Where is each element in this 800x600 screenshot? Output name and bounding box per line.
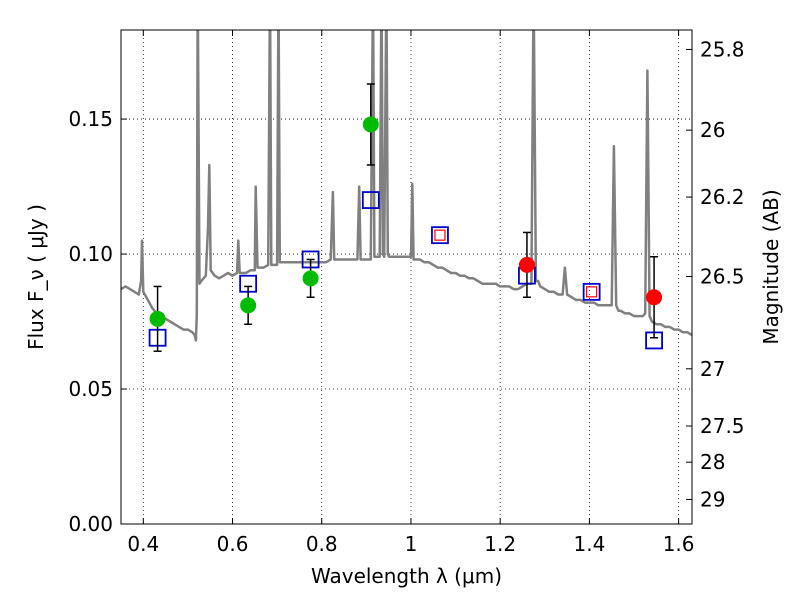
model-point-square (431, 226, 449, 245)
right-tick-label: 26.5 (700, 264, 745, 288)
photometry-markers (148, 83, 663, 352)
data-point-circle (646, 289, 663, 306)
data-point-circle (518, 256, 535, 273)
x-tick-label: 1.2 (484, 532, 516, 556)
right-tick-label: 25.8 (700, 37, 745, 61)
y-tick-label: 0.00 (68, 512, 113, 536)
axis-ticks: 0.4 0.6 0.8 1 1.2 1.4 1.6 0.00 0.05 0.10 0.15 25.8 2… (68, 30, 745, 556)
data-point-circle (240, 297, 257, 314)
data-point-circle (302, 270, 319, 287)
right-tick-label: 26.2 (700, 185, 745, 209)
model-point-square (582, 282, 601, 301)
model-point-square (361, 191, 380, 209)
y-tick-label: 0.15 (68, 107, 113, 131)
model-point-inner-square (434, 229, 446, 241)
model-point-inner-square (586, 286, 598, 298)
right-tick-label: 29 (700, 487, 725, 511)
x-axis-title: Wavelength λ (μm) (311, 564, 502, 588)
right-axis-title: Magnitude (AB) (759, 189, 783, 344)
data-point-circle (362, 116, 379, 133)
y-tick-label: 0.10 (68, 242, 113, 266)
y-axis-title: Flux F_ν ( μJy ) (24, 204, 48, 350)
data-point-circle (149, 310, 166, 327)
spectrum-line (121, 30, 692, 342)
grid-lines (121, 30, 692, 525)
plot-frame (120, 29, 693, 525)
x-tick-label: 0.8 (306, 532, 338, 556)
right-tick-label: 28 (700, 450, 725, 474)
right-tick-label: 27.5 (700, 414, 745, 438)
y-tick-label: 0.05 (68, 377, 113, 401)
right-tick-label: 27 (700, 357, 725, 381)
x-tick-label: 1.6 (663, 532, 695, 556)
x-tick-label: 0.6 (217, 532, 249, 556)
model-spectrum (121, 30, 692, 342)
x-tick-label: 0.4 (127, 532, 159, 556)
right-tick-label: 26 (700, 118, 725, 142)
x-tick-label: 1.4 (573, 532, 605, 556)
x-tick-label: 1 (405, 532, 418, 556)
